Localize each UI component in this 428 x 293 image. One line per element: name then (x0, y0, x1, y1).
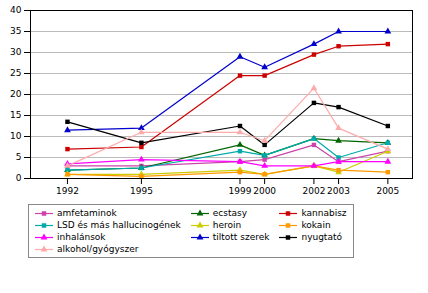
html-text:LSD és más hallucinogének: LSD és más hallucinogének (57, 220, 181, 230)
html-text:inhalánsok: inhalánsok (57, 232, 106, 242)
html-text:nyugtató: nyugtató (301, 232, 342, 242)
html-text:amfetaminok: amfetaminok (57, 208, 117, 218)
html-text:alkohol/gyógyszer: alkohol/gyógyszer (57, 244, 139, 254)
svg-text:1992: 1992 (56, 186, 79, 196)
svg-text:1995: 1995 (130, 186, 153, 196)
html-text:heroin: heroin (212, 220, 242, 230)
svg-text:30: 30 (10, 47, 22, 57)
svg-text:2002: 2002 (302, 186, 325, 196)
html-text:kokain: kokain (301, 220, 331, 230)
svg-text:0: 0 (16, 173, 22, 183)
svg-text:20: 20 (10, 89, 22, 99)
svg-text:1999: 1999 (229, 186, 252, 196)
svg-text:2000: 2000 (253, 186, 276, 196)
svg-text:25: 25 (10, 68, 21, 78)
html-text:tiltott szerek: tiltott szerek (212, 232, 270, 242)
html-text:ecstasy: ecstasy (212, 208, 247, 218)
html-text:kannabisz: kannabisz (301, 208, 347, 218)
svg-text:10: 10 (10, 131, 22, 141)
svg-text:40: 40 (10, 5, 22, 15)
svg-text:5: 5 (16, 152, 22, 162)
svg-text:2003: 2003 (327, 186, 350, 196)
svg-text:15: 15 (10, 110, 21, 120)
svg-text:2005: 2005 (376, 186, 399, 196)
svg-text:35: 35 (10, 26, 21, 36)
